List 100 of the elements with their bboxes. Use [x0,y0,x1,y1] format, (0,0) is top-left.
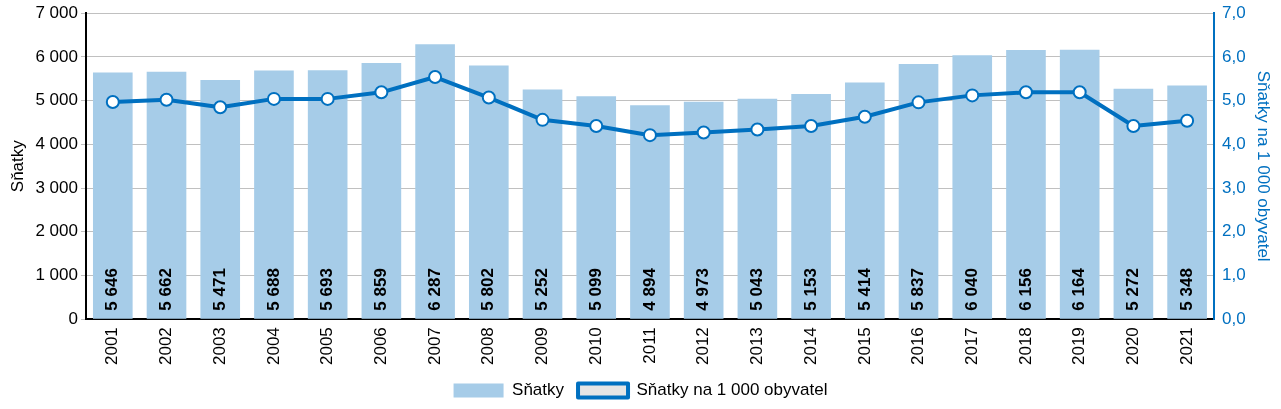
bar [1059,49,1100,319]
point [428,70,443,85]
y-tick-label: 2 000 [35,221,78,241]
x-tick-label: 2021 [1176,327,1196,366]
y2-tick-label: 5,0 [1221,90,1246,110]
point [159,92,174,107]
x-tick-label: 2008 [478,327,498,366]
y-tick-label: 6 000 [35,46,78,66]
point [320,91,335,106]
point [1018,85,1033,100]
data-label: 6 040 [961,268,981,311]
y2-tick-label: 6,0 [1221,46,1246,66]
point [1072,85,1087,100]
legend-label: Sňatky [512,380,565,400]
point [750,122,765,137]
bar [522,89,563,319]
x-tick-label: 2011 [639,327,659,364]
data-label: 5 272 [1123,268,1143,311]
x-tick-label: 2006 [371,327,391,366]
point [804,118,819,133]
point [911,95,926,110]
bar [1113,88,1154,319]
y2-tick-label: 3,0 [1221,177,1246,197]
data-label: 4 894 [639,267,659,311]
x-tick-label: 2017 [961,327,981,366]
data-label: 5 414 [854,267,874,311]
x-tick-label: 2015 [854,327,874,366]
data-label: 5 837 [908,268,928,311]
y-tick-label: 5 000 [35,90,78,110]
x-tick-label: 2002 [156,327,176,366]
point [213,100,228,115]
x-tick-label: 2018 [1015,327,1035,366]
data-label: 5 099 [585,268,605,311]
x-tick-label: 2004 [263,327,283,366]
data-label: 6 164 [1069,267,1089,311]
x-tick-label: 2001 [102,327,122,366]
x-tick-label: 2010 [585,327,605,366]
bar [307,70,348,319]
data-label: 5 471 [209,268,229,311]
data-label: 6 287 [424,268,444,311]
y-tick-label: 0 [68,308,78,328]
point [589,118,604,133]
x-tick-label: 2012 [693,327,713,366]
x-tick-label: 2009 [532,327,552,366]
point [1180,113,1195,128]
data-label: 6 156 [1015,268,1035,311]
data-label: 5 688 [263,268,283,311]
y2-tick-label: 2,0 [1221,221,1246,241]
point [642,128,657,143]
point [1126,118,1141,133]
bar [898,64,939,319]
point [857,109,872,124]
y-tick-label: 7 000 [35,2,78,22]
y-tick-label: 4 000 [35,134,78,154]
x-tick-label: 2003 [209,327,229,366]
y2-tick-label: 1,0 [1221,265,1246,285]
y2-tick-label: 0,0 [1221,308,1246,328]
bar [468,65,509,319]
x-tick-label: 2016 [908,327,928,366]
y2-axis-title: Sňatky na 1 000 obyvatel [1254,70,1274,262]
data-label: 5 802 [478,268,498,311]
y-tick-label: 3 000 [35,177,78,197]
bar [791,93,831,319]
bar [146,71,187,319]
data-label: 5 043 [747,268,767,311]
bar [1006,50,1046,319]
x-tick-label: 2019 [1069,327,1089,366]
point [481,90,496,105]
bar [1167,85,1207,319]
y-tick-label: 1 000 [35,265,78,285]
bar [845,82,885,319]
data-label: 5 153 [800,268,820,311]
y2-tick-label: 4,0 [1221,134,1246,154]
x-tick-label: 2014 [800,327,820,366]
bar [683,101,724,319]
point [105,94,120,109]
bar [415,44,455,319]
point [535,112,550,127]
y2-tick-label: 7,0 [1221,2,1246,22]
data-label: 5 693 [317,268,337,311]
data-label: 5 252 [532,268,552,311]
bar [92,72,133,319]
data-label: 5 859 [371,268,391,311]
bar [630,105,670,319]
data-label: 5 662 [156,268,176,311]
data-label: 5 646 [102,268,122,311]
x-tick-label: 2013 [747,327,767,366]
data-label: 4 973 [693,268,713,311]
x-tick-label: 2020 [1123,327,1143,366]
x-tick-label: 2007 [424,327,444,366]
bar [737,98,778,319]
data-label: 5 348 [1176,268,1196,311]
point [965,88,980,103]
bar [254,70,294,319]
point [266,91,281,106]
bar [200,80,241,319]
bar [952,55,993,319]
x-tick-label: 2005 [317,327,337,366]
point [374,85,389,100]
y-axis-title: Sňatky [7,139,27,193]
